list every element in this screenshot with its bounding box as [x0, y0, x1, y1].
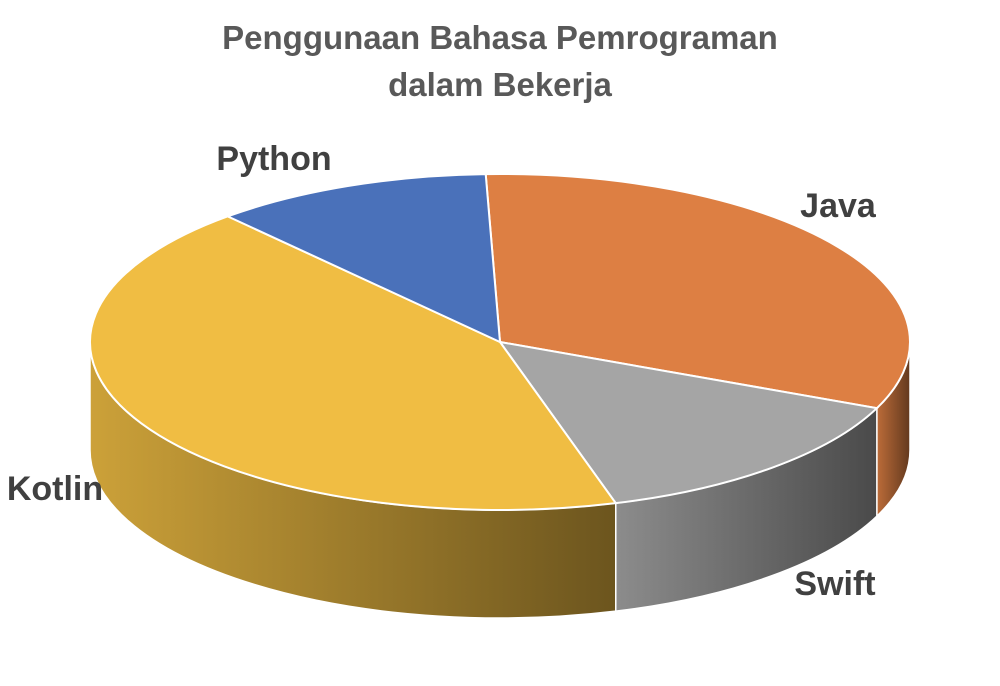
pie-labels: Java Swift Kotlin Python [7, 140, 877, 603]
chart-title: Penggunaan Bahasa Pemrograman dalam Beke… [0, 14, 1000, 108]
pie-slice-swift[interactable] [497, 340, 879, 505]
pie-slice-kotlin[interactable] [89, 215, 618, 512]
chart-title-line-1: Penggunaan Bahasa Pemrograman [222, 19, 778, 56]
slice-label-swift: Swift [794, 565, 875, 603]
slice-label-java: Java [800, 187, 877, 225]
slice-label-kotlin: Kotlin [7, 470, 103, 508]
pie-slice-python[interactable] [225, 173, 502, 344]
slice-label-python: Python [216, 140, 331, 178]
pie-top-faces [89, 173, 911, 512]
chart-title-line-2: dalam Bekerja [388, 66, 612, 103]
pie-slice-java[interactable] [484, 173, 911, 410]
